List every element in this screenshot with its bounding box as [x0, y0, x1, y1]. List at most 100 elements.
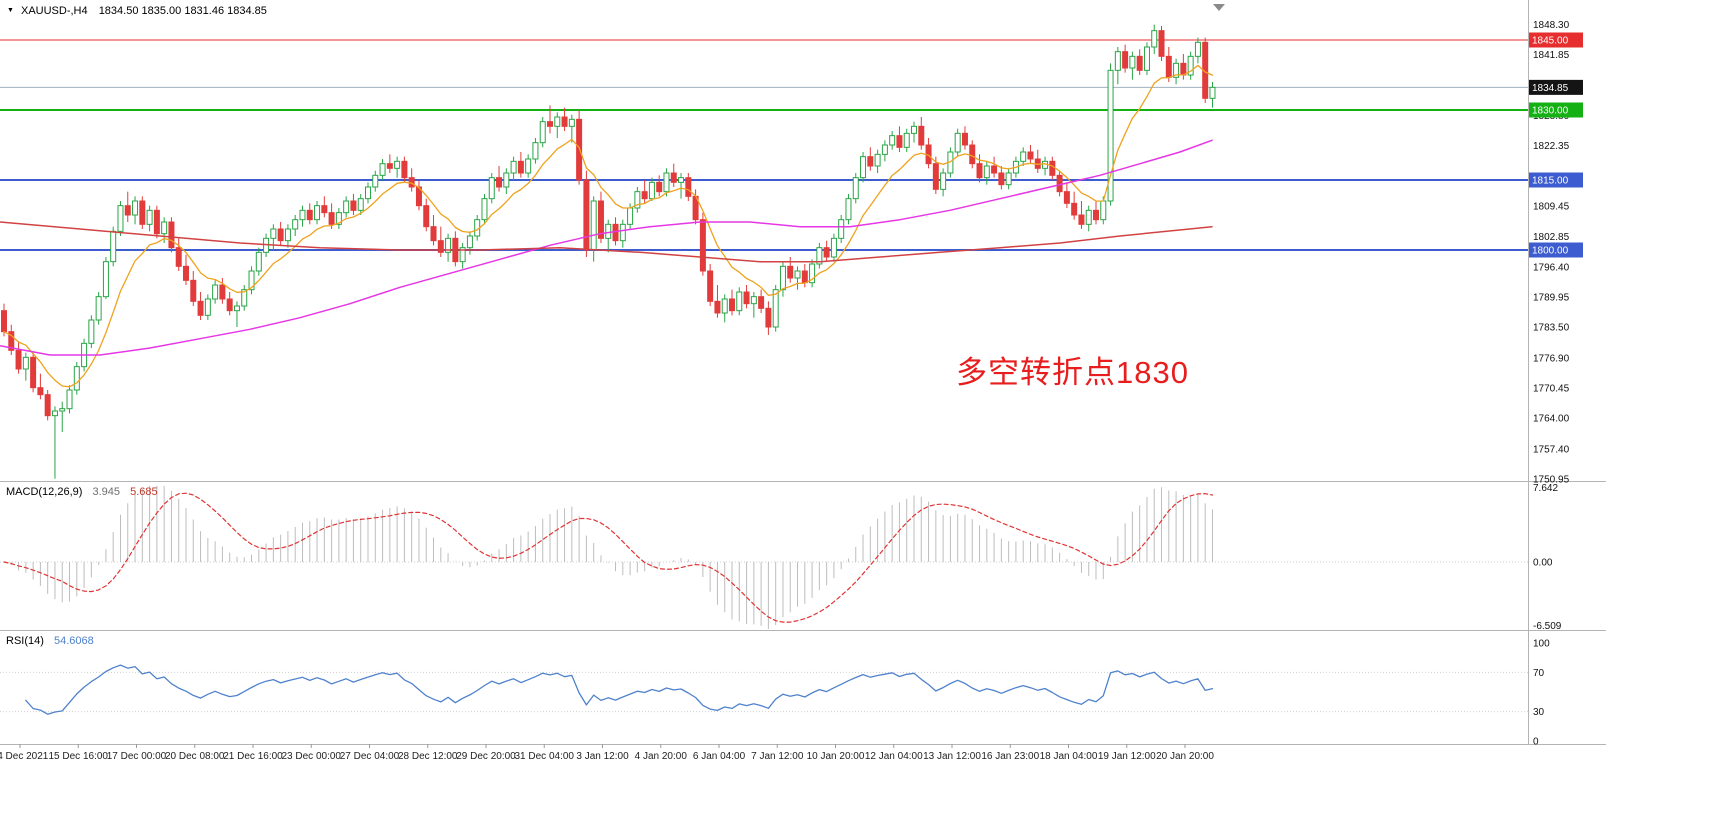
macd-name-label: MACD(12,26,9): [6, 486, 83, 498]
candle-up: [1100, 200, 1107, 221]
candle-up: [503, 172, 510, 188]
candle-up: [954, 132, 961, 153]
price-axis-label: 1841.85: [1533, 50, 1570, 61]
candle-down: [277, 228, 284, 242]
candle-up: [51, 410, 58, 417]
candle-up: [1209, 86, 1216, 99]
chart-annotation-text[interactable]: 多空转折点1830: [956, 355, 1189, 390]
candle-down: [758, 296, 765, 309]
candle-down: [1056, 174, 1063, 193]
candle-up: [678, 177, 685, 183]
price-axis-label: 1822.35: [1533, 141, 1570, 152]
macd-axis-label: 7.642: [1533, 483, 1558, 494]
time-axis-label: 6 Jan 04:00: [693, 751, 746, 762]
price-level-badge-text: 1845.00: [1532, 36, 1569, 47]
time-axis-label: 21 Dec 16:00: [223, 751, 283, 762]
candle-down: [969, 144, 976, 165]
candle-down: [699, 219, 706, 272]
time-axis-label: 27 Dec 04:00: [340, 751, 400, 762]
price-level-badge: [1529, 32, 1583, 48]
price-level-badge-text: 1815.00: [1532, 176, 1569, 187]
candle-down: [401, 160, 408, 179]
candle-up: [1005, 172, 1012, 186]
candle-up: [874, 153, 881, 167]
candle-up: [605, 223, 612, 239]
time-axis-label: 13 Jan 12:00: [923, 751, 981, 762]
candle-up: [627, 207, 634, 225]
price-axis-label: 1789.95: [1533, 292, 1570, 303]
candle-up: [394, 160, 401, 169]
candle-up: [146, 209, 153, 225]
time-axis-label: 12 Jan 04:00: [865, 751, 923, 762]
price-level-badge: [1529, 172, 1583, 188]
candle-down: [656, 181, 663, 193]
candle-up: [212, 284, 219, 300]
ohlc-info-expander-icon[interactable]: ▼: [7, 7, 14, 14]
price-axis[interactable]: [1528, 0, 1700, 744]
candle-down: [1122, 51, 1129, 69]
candle-up: [1151, 30, 1158, 48]
candle-down: [496, 177, 503, 188]
candle-down: [15, 349, 22, 370]
price-level-badge-text: 1800.00: [1532, 246, 1569, 257]
candle-up: [779, 265, 786, 291]
candle-up: [248, 270, 255, 291]
candle-down: [1063, 191, 1070, 204]
candle-up: [568, 118, 575, 127]
price-level-badge-text: 1830.00: [1532, 106, 1569, 117]
candle-up: [481, 198, 488, 221]
candle-up: [794, 270, 801, 279]
candle-up: [204, 298, 211, 316]
candle-up: [1020, 151, 1027, 162]
candle-up: [1143, 46, 1150, 71]
candle-up: [619, 223, 626, 242]
candle-down: [583, 179, 590, 251]
time-axis-label: 10 Jan 20:00: [807, 751, 865, 762]
candle-down: [197, 300, 204, 316]
time-axis-label: 3 Jan 12:00: [576, 751, 629, 762]
candle-up: [554, 116, 561, 127]
chart-shift-marker-icon[interactable]: [1213, 4, 1225, 11]
macd-main-value: 3.945: [92, 486, 121, 498]
price-axis-label: 1802.85: [1533, 232, 1570, 243]
candle-up: [816, 247, 823, 265]
time-axis-label: 19 Jan 12:00: [1098, 751, 1156, 762]
candle-down: [707, 270, 714, 302]
candle-down: [168, 221, 175, 249]
candle-up: [466, 235, 473, 249]
candle-down: [932, 163, 939, 190]
time-axis-label: 18 Jan 04:00: [1040, 751, 1098, 762]
candle-down: [787, 265, 794, 279]
candle-down: [743, 291, 750, 305]
price-axis-label: 1848.30: [1533, 20, 1570, 31]
candle-up: [66, 389, 73, 410]
candle-up: [721, 298, 728, 314]
candle-up: [1085, 209, 1092, 225]
candle-down: [321, 205, 328, 214]
candle-up: [22, 356, 29, 370]
candle-down: [44, 394, 51, 417]
candle-down: [714, 300, 721, 314]
ma-mid-line: [0, 139, 1213, 356]
candle-up: [270, 228, 277, 239]
candle-up: [372, 174, 379, 188]
chart-header: ▼ XAUUSD-,H4 1834.50 1835.00 1831.46 183…: [7, 5, 267, 17]
candle-up: [510, 160, 517, 174]
candle-down: [670, 172, 677, 183]
candle-down: [328, 212, 335, 225]
candle-up: [830, 237, 837, 258]
candle-down: [765, 307, 772, 328]
time-axis[interactable]: [0, 744, 1528, 770]
price-axis-label: 1764.00: [1533, 414, 1570, 425]
candle-down: [867, 156, 874, 167]
candle-up: [532, 142, 539, 160]
candle-up: [357, 198, 364, 211]
chart-plot-area[interactable]: [0, 0, 1528, 744]
candle-up: [292, 219, 299, 230]
candle-up: [73, 366, 80, 391]
current-price-badge: [1529, 79, 1583, 95]
candle-up: [1173, 62, 1180, 78]
candle-up: [335, 212, 342, 225]
candle-down: [547, 121, 553, 127]
